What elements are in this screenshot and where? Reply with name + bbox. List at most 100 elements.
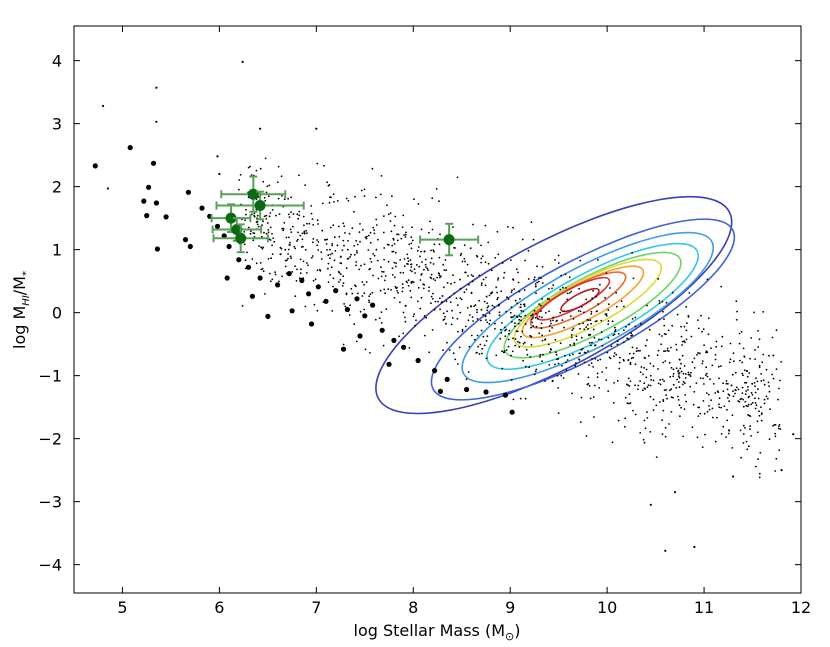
small-point [627, 377, 630, 380]
small-point [779, 428, 782, 430]
small-point [732, 390, 734, 392]
small-point [668, 423, 670, 425]
small-point [536, 265, 538, 268]
large-point [214, 223, 221, 229]
small-point [323, 164, 325, 167]
small-point [333, 201, 335, 203]
small-point [736, 310, 738, 313]
small-point [495, 354, 498, 357]
small-point [474, 304, 477, 306]
small-point [592, 328, 595, 331]
small-point [635, 350, 638, 353]
small-point [253, 214, 256, 217]
small-point [312, 238, 315, 240]
small-point [631, 346, 634, 349]
small-point [409, 289, 412, 292]
small-point [587, 350, 589, 352]
small-point [734, 371, 737, 374]
small-point [678, 376, 681, 379]
small-point [267, 231, 270, 234]
small-point [676, 378, 678, 381]
small-point [663, 389, 666, 391]
small-point [742, 424, 745, 427]
small-point [538, 315, 541, 318]
small-point [325, 243, 328, 245]
small-point [274, 271, 276, 274]
small-point [720, 365, 722, 367]
small-point [269, 272, 271, 275]
small-point [429, 261, 432, 264]
small-point [486, 309, 489, 312]
small-point [402, 272, 405, 274]
small-point [303, 231, 306, 234]
large-point [144, 213, 150, 219]
small-point [566, 292, 569, 295]
small-point [556, 374, 559, 377]
small-point [520, 319, 522, 322]
small-point [424, 258, 427, 261]
small-point [356, 251, 358, 254]
small-point [372, 253, 374, 255]
small-point [513, 314, 516, 317]
small-point [369, 293, 372, 296]
small-point [527, 249, 530, 252]
small-point [498, 311, 501, 314]
contour-level [375, 195, 733, 415]
small-point [586, 383, 589, 386]
small-point [491, 304, 494, 307]
small-point [707, 317, 710, 320]
small-point [488, 294, 491, 297]
small-point [422, 287, 425, 290]
small-point [287, 213, 290, 216]
small-point [705, 350, 708, 353]
x-tick-label: 11 [694, 598, 714, 617]
small-point [627, 338, 630, 341]
small-point [410, 242, 413, 245]
small-point [361, 295, 364, 297]
small-point [426, 267, 429, 270]
small-point [522, 342, 525, 345]
small-point [677, 399, 680, 401]
small-point [382, 231, 385, 234]
small-point [392, 237, 395, 240]
small-point [507, 338, 510, 341]
small-point [541, 334, 543, 337]
small-point [312, 224, 315, 226]
small-point [716, 416, 718, 419]
small-point [751, 401, 754, 404]
small-point [472, 223, 474, 226]
small-point [395, 262, 397, 265]
small-point [589, 397, 592, 400]
small-point [552, 319, 554, 322]
small-point [670, 366, 673, 369]
y-tick-label: 2 [52, 178, 62, 197]
y-tick-label: −3 [38, 493, 62, 512]
small-point [342, 222, 345, 225]
small-point [331, 243, 334, 245]
small-point [579, 310, 582, 313]
small-point [295, 280, 298, 282]
small-point [499, 337, 502, 340]
small-point [693, 367, 696, 369]
small-point [618, 367, 621, 370]
small-point [571, 329, 574, 331]
small-point [516, 302, 519, 305]
small-point [600, 319, 603, 322]
small-point [245, 213, 247, 216]
small-point [608, 303, 610, 306]
small-point [541, 316, 543, 319]
small-point [437, 300, 439, 303]
small-point [486, 335, 489, 337]
small-point [745, 404, 748, 407]
small-point [643, 419, 646, 422]
small-point [431, 228, 434, 231]
small-point [451, 309, 453, 312]
plot-frame [73, 25, 802, 594]
small-point [568, 292, 571, 294]
small-point [299, 272, 302, 275]
small-point [709, 378, 711, 381]
small-point [774, 432, 777, 435]
small-point [751, 394, 754, 396]
small-point [428, 351, 431, 354]
small-point [404, 320, 407, 323]
